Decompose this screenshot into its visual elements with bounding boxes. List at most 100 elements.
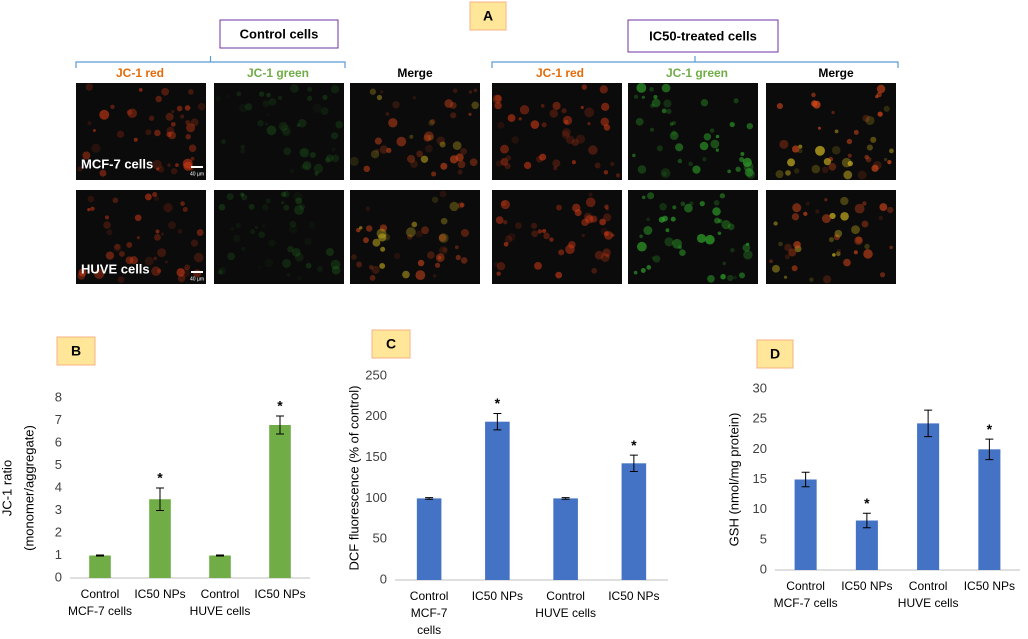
y-tick-label: 8	[55, 389, 62, 404]
cell	[156, 268, 162, 274]
cell	[182, 158, 193, 169]
cell	[709, 128, 715, 133]
cell	[265, 198, 271, 204]
cell	[831, 145, 841, 155]
cell	[809, 277, 814, 282]
significance-marker: *	[157, 470, 163, 486]
cell	[114, 243, 121, 250]
cell	[580, 105, 584, 109]
panel-label-box	[56, 336, 96, 366]
cell	[307, 86, 313, 92]
x-tick-label: Control	[410, 589, 449, 603]
cell	[834, 129, 839, 134]
cell	[428, 119, 435, 127]
cell	[611, 233, 615, 237]
cell	[308, 221, 316, 229]
error-bar	[924, 409, 933, 438]
cell	[405, 227, 416, 238]
cell	[280, 191, 287, 197]
column-label: JC-1 green	[666, 66, 728, 80]
error-bar	[156, 487, 164, 511]
micrograph	[628, 83, 758, 180]
cell	[646, 265, 652, 270]
cell	[581, 84, 588, 90]
cell	[379, 145, 389, 154]
y-tick-label: 30	[753, 380, 767, 395]
cell	[356, 227, 361, 233]
cell	[883, 157, 888, 162]
cell	[444, 99, 454, 108]
cell	[721, 220, 731, 230]
cell	[500, 144, 509, 154]
cell	[738, 272, 746, 279]
cell	[863, 249, 873, 259]
cell	[155, 95, 162, 103]
panel-label-box	[756, 339, 794, 369]
cell	[635, 117, 644, 126]
cell	[87, 195, 95, 203]
cell	[583, 212, 593, 222]
cell	[558, 249, 565, 256]
cell	[154, 129, 161, 137]
cell	[392, 101, 400, 109]
cell	[727, 223, 735, 231]
cell	[671, 130, 677, 136]
cell	[299, 203, 306, 210]
cell	[302, 161, 312, 171]
cell	[438, 246, 448, 255]
cell	[300, 148, 308, 156]
cell	[783, 275, 788, 279]
cell	[590, 215, 598, 223]
cell	[864, 154, 869, 160]
cell	[540, 104, 545, 108]
cell	[471, 101, 479, 110]
micrograph	[350, 83, 480, 180]
cell	[407, 154, 416, 163]
cell	[431, 171, 437, 177]
cell	[385, 112, 390, 116]
cell	[304, 237, 312, 246]
cell	[167, 163, 171, 167]
cell	[705, 234, 715, 245]
cell	[386, 147, 392, 154]
cell	[581, 218, 589, 227]
cell	[715, 134, 720, 139]
cell	[889, 148, 894, 154]
bar	[917, 423, 940, 570]
cell	[722, 261, 727, 266]
cell	[793, 168, 800, 174]
x-tick-label: IC50 NPs	[841, 579, 892, 593]
cell	[883, 105, 890, 112]
cell	[604, 230, 613, 240]
cell	[133, 137, 138, 142]
cell	[817, 126, 821, 130]
cell	[515, 222, 522, 229]
cell	[649, 127, 654, 132]
error-bar	[425, 497, 434, 500]
cell	[294, 205, 304, 215]
cell	[163, 203, 173, 213]
cell	[843, 258, 851, 267]
cell	[304, 165, 308, 169]
cell	[85, 83, 93, 91]
cell	[779, 139, 789, 149]
y-tick-label: 100	[365, 490, 387, 505]
cell	[277, 95, 283, 101]
cell	[190, 239, 199, 247]
cell	[230, 227, 234, 231]
cell	[258, 231, 266, 239]
y-tick-label: 2	[55, 524, 62, 539]
cell	[168, 131, 177, 140]
cell	[293, 191, 303, 202]
cell	[879, 203, 888, 211]
bar	[416, 498, 442, 580]
cell	[591, 267, 598, 274]
bar	[855, 520, 878, 570]
cell	[672, 238, 682, 249]
cell	[118, 250, 125, 257]
scale-bar-label: 40 µm	[190, 276, 204, 282]
error-bar	[801, 471, 810, 488]
cell	[322, 94, 328, 100]
cell	[316, 265, 323, 272]
